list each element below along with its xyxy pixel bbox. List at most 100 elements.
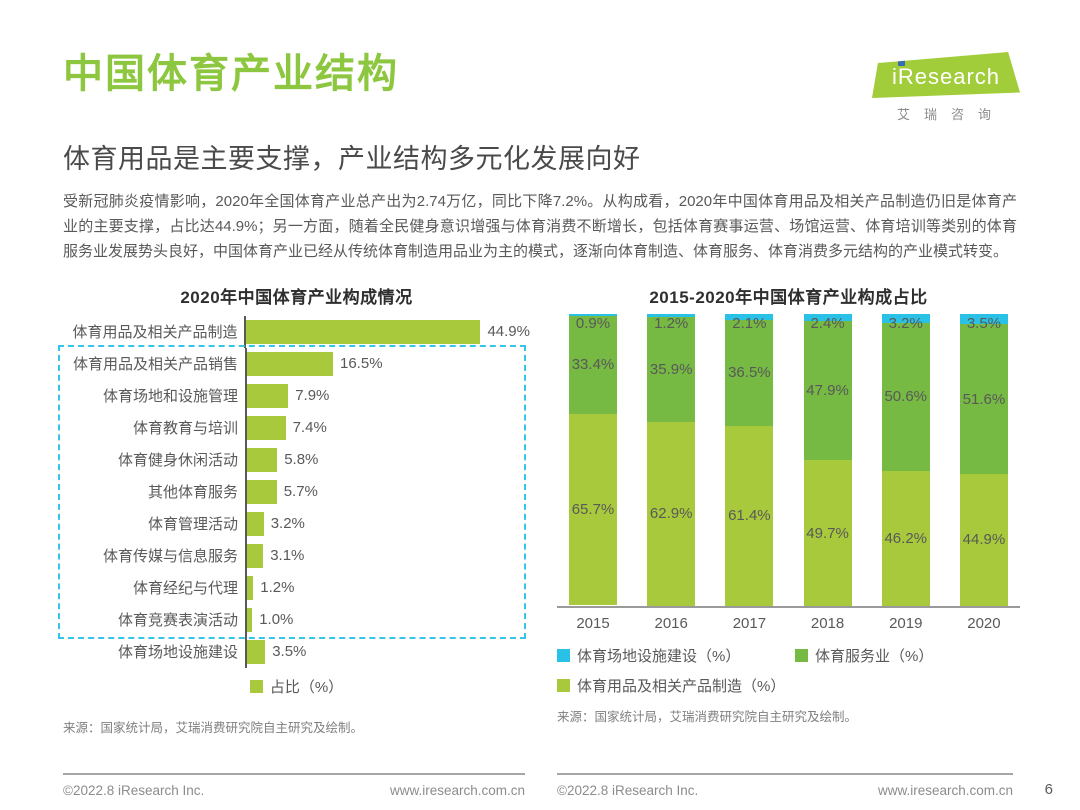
stack-segment: 65.7% <box>569 413 617 606</box>
bar-value-label: 7.9% <box>295 387 330 405</box>
iresearch-logo: iResearch 艾瑞咨询 <box>872 52 1022 123</box>
stack-segment: 35.9% <box>647 317 696 422</box>
left-chart-title: 2020年中国体育产业构成情况 <box>180 287 413 307</box>
segment-value-label: 46.2% <box>884 529 928 547</box>
legend-label: 体育服务业（%） <box>815 647 934 665</box>
segment-value-label: 49.7% <box>806 524 849 542</box>
footer-left-section: ©2022.8 iResearch Inc. www.iresearch.com… <box>63 773 525 798</box>
bar-row: 体育传媒与信息服务 3.1% <box>63 539 530 572</box>
bar-category-label: 体育用品及相关产品销售 <box>72 356 238 374</box>
bar-track: 16.5% <box>245 347 530 380</box>
bar-value-label: 44.9% <box>487 323 530 341</box>
stack-segment: 62.9% <box>647 421 696 606</box>
left-chart-plot: 体育用品及相关产品制造 44.9% 体育用品及相关产品销售 16.5% 体育场地和设施管… <box>58 315 530 668</box>
bar-row: 体育经纪与代理 1.2% <box>63 571 530 604</box>
legend-swatch <box>557 648 570 662</box>
bar-category-label: 体育教育与培训 <box>132 420 238 438</box>
segment-value-label: 51.6% <box>962 390 1006 408</box>
bar-value-label: 3.1% <box>270 547 305 565</box>
page-subtitle: 体育用品是主要支撑，产业结构多元化发展向好 <box>63 144 641 174</box>
bar <box>247 639 266 664</box>
bar-category-label: 体育经纪与代理 <box>132 580 238 598</box>
stacked-bar: 36.5% 61.4% 2.1% <box>725 313 774 606</box>
legend-item: 体育用品及相关产品制造（%） <box>557 675 1020 696</box>
stack-segment: 46.2% <box>881 470 930 606</box>
bar-track: 3.5% <box>245 635 530 668</box>
stack-segment: 50.6% <box>881 322 930 471</box>
bar-value-label: 3.5% <box>272 643 307 661</box>
bar <box>247 415 286 440</box>
right-chart-legend: 体育场地设施建设（%） 体育服务业（%） 体育用品及相关产品制造（%） <box>557 645 1020 696</box>
bar-track: 1.0% <box>245 603 530 636</box>
right-chart-section: 2015-2020年中国体育产业构成占比 33.4% 65.7% 0.9% 35.9%… <box>557 283 1020 736</box>
segment-value-label: 0.9% <box>575 314 611 332</box>
stack-segment: 61.4% <box>725 426 774 606</box>
bar-track: 5.7% <box>245 475 530 508</box>
bar-row: 体育竞赛表演活动 1.0% <box>63 603 530 636</box>
bar-value-label: 7.4% <box>292 419 327 437</box>
bar-row: 体育教育与培训 7.4% <box>63 411 530 444</box>
segment-value-label: 36.5% <box>728 364 771 382</box>
stack-segment: 51.6% <box>959 323 1008 475</box>
bar-value-label: 1.0% <box>259 611 294 629</box>
stack-segment: 47.9% <box>803 320 852 461</box>
stack-segment <box>569 313 617 317</box>
legend-swatch-share <box>249 679 263 693</box>
segment-value-label: 3.2% <box>888 314 923 332</box>
bar-category-label: 体育传媒与信息服务 <box>102 548 238 566</box>
bar-category-label: 体育场地和设施管理 <box>102 388 238 406</box>
footer-left-divider <box>63 773 525 775</box>
page-title: 中国体育产业结构 <box>63 52 399 96</box>
left-chart-legend: 占比（%） <box>63 676 530 697</box>
bar-track: 3.1% <box>245 539 530 572</box>
legend-item: 体育场地设施建设（%） <box>557 645 795 666</box>
website-link[interactable]: www.iresearch.com.cn <box>389 783 525 798</box>
copyright-text: ©2022.8 iResearch Inc. <box>557 783 699 798</box>
stacked-bar: 50.6% 46.2% 3.2% <box>881 313 930 606</box>
bar-value-label: 1.2% <box>260 579 295 597</box>
stack-segment: 33.4% <box>569 316 617 414</box>
logo-brand-text: iResearch <box>891 64 1001 89</box>
stack-segment <box>725 313 774 320</box>
charts-area: 2020年中国体育产业构成情况 体育用品及相关产品制造 44.9% 体育用品及相关产… <box>0 283 1080 736</box>
left-chart-rows: 体育用品及相关产品制造 44.9% 体育用品及相关产品销售 16.5% 体育场地和设施管… <box>63 315 530 668</box>
stack-segment: 44.9% <box>959 474 1008 606</box>
bar-track: 1.2% <box>245 571 530 604</box>
footer-left-row: ©2022.8 iResearch Inc. www.iresearch.com… <box>63 775 525 798</box>
website-link[interactable]: www.iresearch.com.cn <box>877 783 1013 798</box>
segment-value-label: 1.2% <box>654 314 689 332</box>
legend-label: 体育用品及相关产品制造（%） <box>577 677 786 695</box>
stack-segment: 49.7% <box>803 460 852 606</box>
legend-swatch <box>557 678 570 692</box>
bar <box>247 511 264 536</box>
legend-item: 体育服务业（%） <box>795 645 933 666</box>
segment-value-label: 3.5% <box>966 314 1002 332</box>
bar-row: 体育健身休闲活动 5.8% <box>63 443 530 476</box>
stacked-bar: 35.9% 62.9% 1.2% <box>647 313 696 606</box>
bar <box>247 479 277 504</box>
x-axis-tick-label: 2019 <box>889 614 923 632</box>
segment-value-label: 65.7% <box>571 501 615 519</box>
segment-value-label: 2.4% <box>810 314 845 332</box>
x-axis-tick-label: 2020 <box>967 614 1001 632</box>
legend-label: 体育场地设施建设（%） <box>577 647 741 665</box>
bar-value-label: 5.7% <box>283 483 318 501</box>
bar <box>247 351 333 376</box>
bar-row: 体育管理活动 3.2% <box>63 507 530 540</box>
bar-category-label: 体育竞赛表演活动 <box>117 612 238 630</box>
segment-value-label: 47.9% <box>806 382 849 399</box>
bar-row: 体育用品及相关产品制造 44.9% <box>63 315 530 348</box>
stacked-bar: 51.6% 44.9% 3.5% <box>959 313 1008 606</box>
bar-value-label: 5.8% <box>284 451 319 469</box>
segment-value-label: 2.1% <box>732 314 767 332</box>
legend-swatch <box>795 648 808 662</box>
bar-row: 体育场地设施建设 3.5% <box>63 635 530 668</box>
bar-track: 44.9% <box>244 315 530 348</box>
bar <box>247 543 264 568</box>
segment-value-label: 35.9% <box>649 360 693 378</box>
stacked-bar: 33.4% 65.7% 0.9% <box>569 313 617 606</box>
bar <box>247 447 278 472</box>
right-chart-x-axis: 2015 2016 2017 2018 2019 2020 <box>557 615 1020 632</box>
right-source-note: 来源：国家统计局，艾瑞消费研究院自主研究及绘制。 <box>557 709 858 724</box>
stack-segment <box>647 313 696 318</box>
